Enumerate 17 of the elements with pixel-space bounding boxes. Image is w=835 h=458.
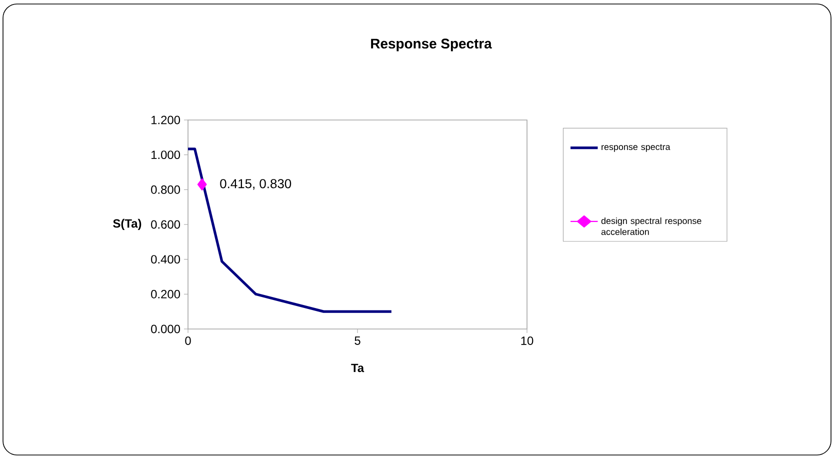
y-tick-label: 0.000 [151, 324, 180, 334]
x-axis-title: Ta [351, 364, 364, 372]
y-tick-label: 0.600 [151, 220, 180, 229]
y-tick-label: 0.400 [151, 255, 180, 264]
legend-label: response spectra [602, 144, 670, 152]
x-tick-label: 10 [521, 336, 534, 345]
y-tick-label: 1.200 [151, 116, 180, 124]
y-tick-label: 0.800 [151, 185, 180, 194]
y-axis-title: S(Ta) [113, 218, 142, 230]
x-tick-label: 0 [185, 336, 191, 345]
y-tick-label: 0.200 [151, 290, 180, 298]
line-series [188, 148, 393, 313]
data-label: 0.415, 0.830 [220, 179, 292, 190]
x-tick-label: 5 [354, 336, 360, 345]
y-tick-label: 1.000 [151, 150, 180, 160]
chart-title: Response Spectra [371, 38, 492, 52]
legend-label: design spectral response acceleration [601, 217, 702, 235]
